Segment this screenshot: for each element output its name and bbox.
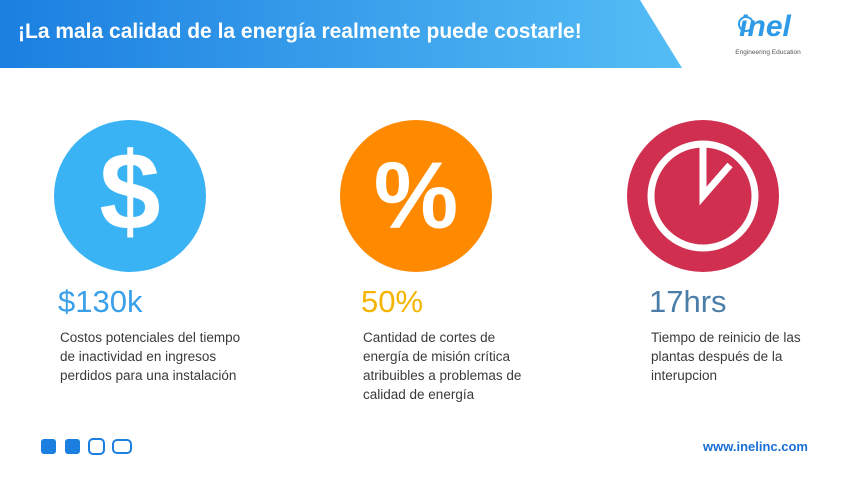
stat-value: 17hrs xyxy=(649,284,727,319)
slide-title: ¡La mala calidad de la energía realmente… xyxy=(18,20,582,43)
description-line: Cantidad de cortes de xyxy=(363,330,496,345)
youtube-icon xyxy=(112,439,132,454)
description-line: plantas después de la xyxy=(651,349,783,364)
logo-mark xyxy=(738,16,754,32)
description-line: energía de misión crítica xyxy=(363,349,511,364)
header-bar xyxy=(0,0,682,68)
logo-name: inel xyxy=(739,10,791,43)
description-line: atribuibles a problemas de xyxy=(363,368,522,383)
icon-circle xyxy=(340,120,492,272)
icon-glyph: % xyxy=(374,143,458,249)
description-line: de inactividad en ingresos xyxy=(60,349,217,364)
social-icons xyxy=(41,438,132,455)
clock-hand xyxy=(699,144,733,206)
icon-glyph: $ xyxy=(99,131,160,254)
stat-description: Cantidad de cortes de energía de misión c… xyxy=(363,328,521,404)
logo-tagline: Engineering Education xyxy=(735,49,801,56)
icon-circle xyxy=(54,120,206,272)
description-line: calidad de energía xyxy=(363,387,475,402)
footer-url[interactable]: www.inelinc.com xyxy=(703,439,808,454)
linkedin-icon xyxy=(41,439,56,454)
facebook-icon xyxy=(65,439,80,454)
stat-value: 50% xyxy=(361,284,424,319)
description-line: perdidos para una instalación xyxy=(60,368,237,383)
instagram-icon xyxy=(88,438,105,455)
stat-description: Costos potenciales del tiempo de inactivi… xyxy=(60,328,240,385)
stat-value: $130k xyxy=(58,284,143,319)
description-line: Tiempo de reinicio de las xyxy=(651,330,801,345)
stat-description: Tiempo de reinicio de las plantas después… xyxy=(651,328,801,385)
description-line: interupcion xyxy=(651,368,718,383)
description-line: Costos potenciales del tiempo xyxy=(60,330,241,345)
